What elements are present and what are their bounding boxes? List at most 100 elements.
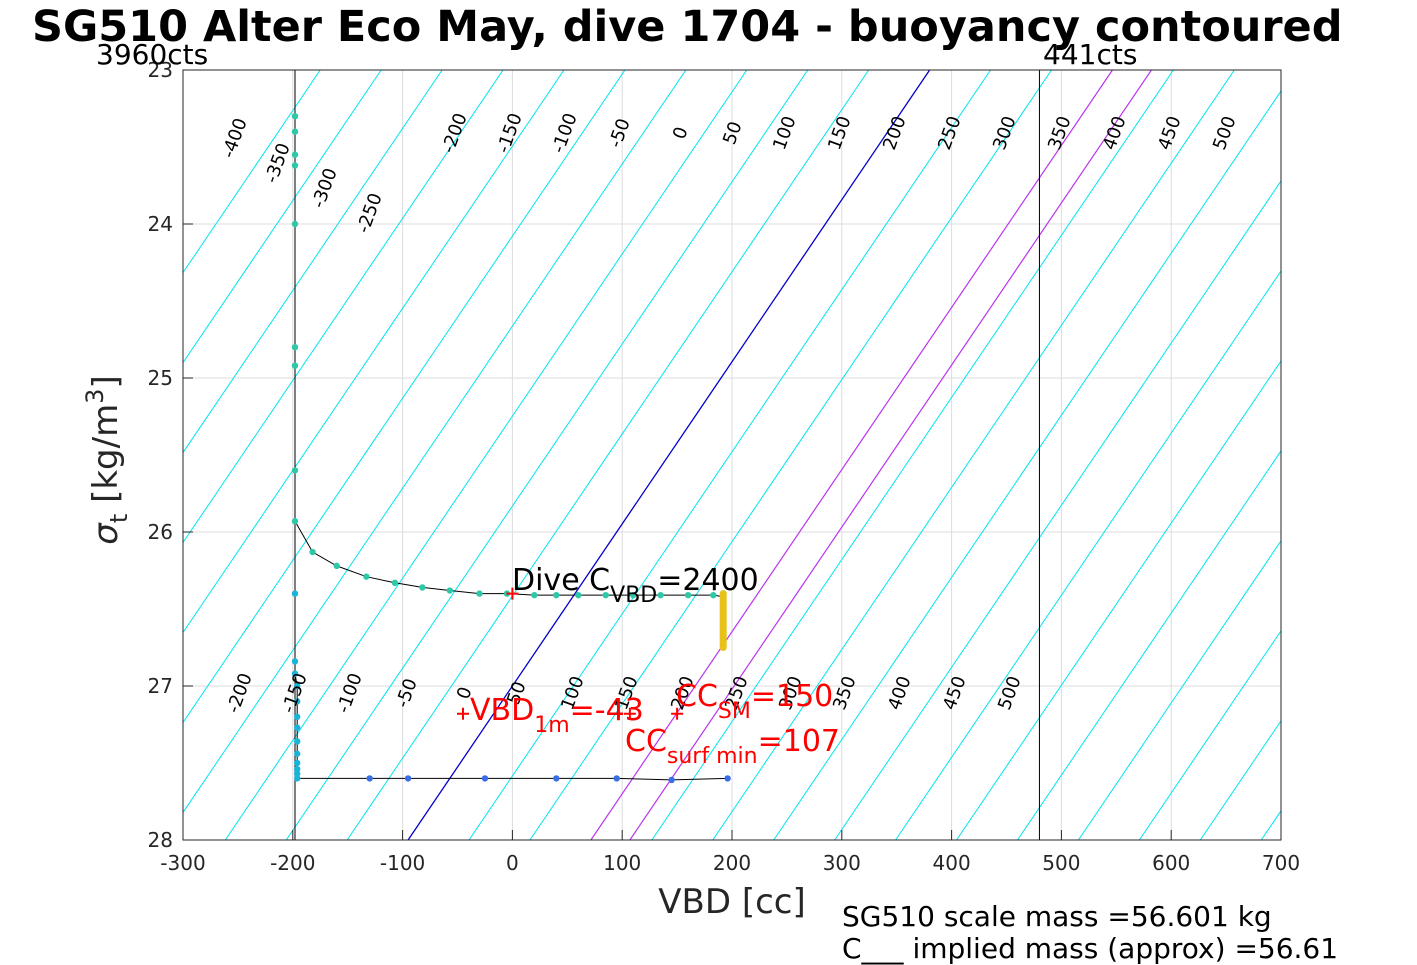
right-counts-label: 441cts <box>1043 38 1137 71</box>
descent-point <box>684 591 692 599</box>
ascent-point <box>404 775 412 782</box>
ascent-point <box>293 698 301 705</box>
x-axis-label: VBD [cc] <box>658 882 806 922</box>
descent-point <box>657 591 664 599</box>
y-tick-label: 28 <box>148 828 173 852</box>
ascent-point <box>293 770 301 777</box>
descent-point <box>291 128 299 135</box>
descent-line <box>294 116 724 598</box>
contour-line <box>895 270 1281 840</box>
contour-line <box>956 360 1281 840</box>
contour-line <box>183 70 443 454</box>
ascent-point <box>291 658 299 665</box>
contour-line <box>183 70 687 814</box>
contour-line <box>651 70 1174 840</box>
contour-line <box>834 180 1281 840</box>
ascent-point <box>366 775 373 782</box>
contour-line <box>183 70 382 364</box>
descent-point <box>309 548 316 556</box>
contour-line <box>1078 540 1281 840</box>
footer-scale-mass: SG510 scale mass =56.601 kg <box>842 900 1272 933</box>
ascent-point <box>293 738 301 745</box>
contour-line <box>1017 450 1281 840</box>
x-tick-label: 600 <box>1152 851 1190 875</box>
descent-point <box>291 344 299 351</box>
contour-line <box>529 70 1052 840</box>
ascent-point <box>293 765 301 773</box>
ascent-point <box>293 759 301 767</box>
contour-line <box>183 70 321 274</box>
descent-point <box>602 591 609 599</box>
y-tick-label: 25 <box>148 366 173 390</box>
x-tick-label: 0 <box>506 851 519 875</box>
descent-point <box>291 162 299 169</box>
descent-point <box>291 467 299 474</box>
ascent-point <box>291 670 299 677</box>
contour-line <box>1260 809 1281 840</box>
contour-line <box>712 70 1235 840</box>
descent-point <box>531 591 538 599</box>
y-tick-label: 23 <box>148 58 173 82</box>
x-tick-label: -300 <box>160 851 205 875</box>
ascent-point <box>291 590 299 597</box>
vbd-1m-label: VBD1m=-43 <box>470 693 644 738</box>
ascent-point <box>293 775 301 782</box>
descent-point <box>419 584 426 591</box>
axis-ticks: -300 -200 -100 0 100 200 300 400 500 600 700 23 24 25… <box>148 58 1301 875</box>
x-tick-label: -200 <box>270 851 315 875</box>
contour-line <box>1322 70 1417 840</box>
descent-point <box>363 573 370 580</box>
descent-point <box>553 591 560 599</box>
descent-point <box>291 362 299 369</box>
x-tick-label: 200 <box>713 851 751 875</box>
y-tick-label: 26 <box>148 520 173 544</box>
contour-line <box>183 70 565 634</box>
y-tick-label: 27 <box>148 674 173 698</box>
descent-point <box>291 518 299 525</box>
ascent-point <box>293 750 301 757</box>
descent-point <box>291 113 299 120</box>
footer-implied-mass: C___ implied mass (approx) =56.61 <box>842 932 1339 965</box>
y-axis-label: σt [kg/m3] <box>81 375 133 544</box>
ascent-point <box>724 775 731 782</box>
x-tick-label: 700 <box>1262 851 1300 875</box>
x-tick-label: 400 <box>933 851 971 875</box>
contour-line <box>468 70 991 840</box>
x-tick-label: 500 <box>1042 851 1080 875</box>
buoyancy-contours <box>183 70 1417 840</box>
descent-point <box>575 591 582 599</box>
marker-cross <box>671 707 684 720</box>
contour-line <box>407 70 931 840</box>
contour-line <box>773 90 1281 840</box>
marker-cross <box>623 707 636 720</box>
descent-point <box>291 151 299 158</box>
contour-line <box>183 70 626 724</box>
contour-line <box>224 70 748 840</box>
cc-surf-min-label: CCsurf min=107 <box>625 724 840 769</box>
descent-point <box>391 579 399 587</box>
contour-line <box>183 70 504 544</box>
descent-point <box>629 591 637 599</box>
descent-point <box>446 587 454 594</box>
left-counts-label: 3960cts <box>96 38 208 71</box>
x-tick-label: -100 <box>380 851 425 875</box>
chart-title: SG510 Alter Eco May, dive 1704 - buoyanc… <box>32 2 1343 52</box>
descent-point <box>291 220 299 228</box>
x-tick-label: 100 <box>603 851 641 875</box>
ascent-point <box>293 713 301 720</box>
descent-point <box>710 591 717 599</box>
ascent-point <box>553 775 560 782</box>
descent-point <box>476 590 483 597</box>
dive-profile <box>291 113 731 784</box>
ascent-point <box>613 775 620 782</box>
contour-line <box>1383 70 1417 840</box>
dive-cvbd-label: Dive CVBD=2400 <box>512 563 759 608</box>
contour-line <box>1138 629 1281 840</box>
ascent-point <box>293 724 301 731</box>
buoyancy-chart: -300 -200 -100 0 100 200 300 400 500 600 700 23 24 25… <box>81 38 1417 922</box>
grid <box>183 70 1281 840</box>
dive-markers <box>456 587 684 720</box>
descent-point <box>333 562 340 570</box>
ascent-point <box>668 776 675 784</box>
contour-line <box>285 70 809 840</box>
